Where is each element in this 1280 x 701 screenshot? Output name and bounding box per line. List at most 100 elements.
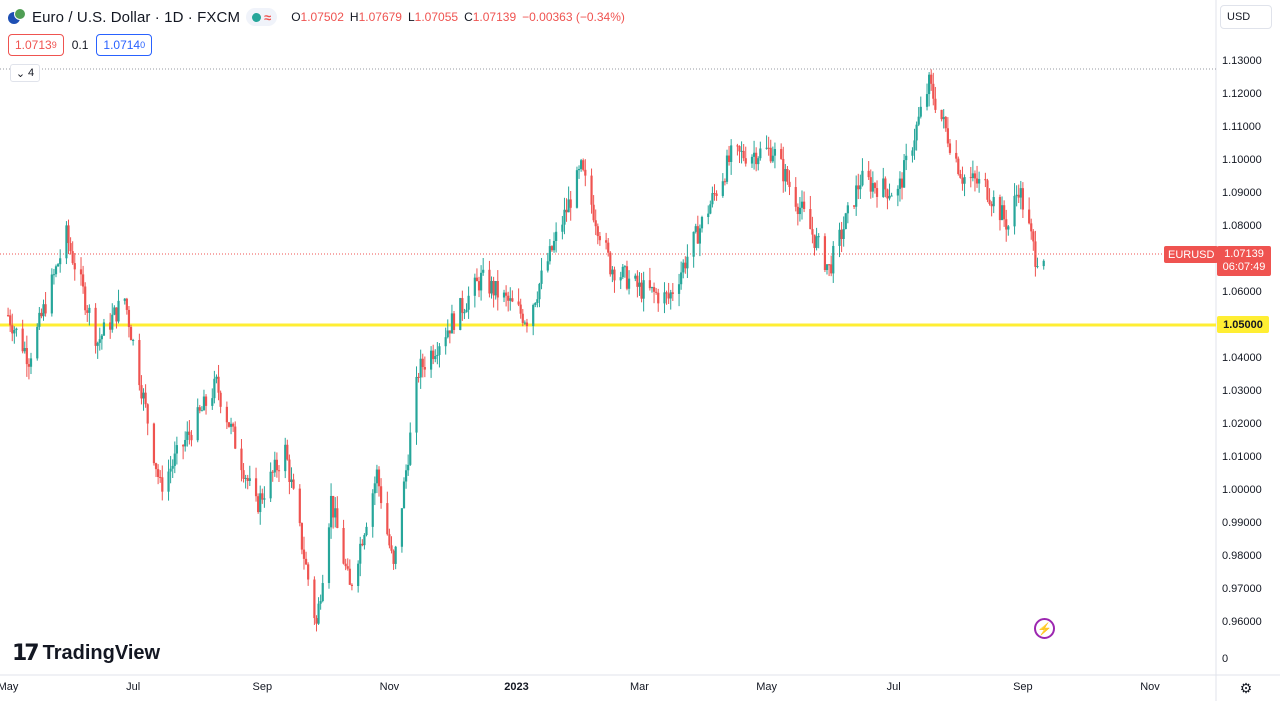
symbol-title[interactable]: Euro / U.S. Dollar · 1D · FXCM	[32, 8, 241, 26]
candle	[452, 310, 456, 334]
candle	[386, 491, 389, 536]
price-tick-label: 1.02000	[1222, 418, 1262, 430]
candle	[263, 486, 266, 508]
price-tick-label: 1.01000	[1222, 451, 1262, 463]
gear-icon[interactable]: ⚙	[1239, 679, 1253, 696]
chevron-down-icon: ⌄	[15, 67, 26, 80]
candle	[655, 287, 658, 295]
candle	[400, 508, 404, 553]
candle	[98, 327, 101, 351]
candle	[925, 83, 929, 111]
time-tick-label: Nov	[379, 681, 400, 693]
spread-value: 0.1	[71, 38, 89, 52]
candle	[884, 176, 887, 198]
currency-selector[interactable]: USD	[1220, 5, 1272, 29]
candle	[334, 497, 337, 528]
candle	[190, 430, 193, 447]
lightning-icon[interactable]: ⚡	[1034, 618, 1055, 639]
candle	[534, 302, 537, 308]
candle	[773, 142, 777, 169]
candle	[569, 191, 572, 221]
candle	[648, 267, 651, 291]
candle	[769, 139, 772, 164]
candle	[307, 562, 310, 586]
candle	[407, 454, 410, 476]
candle	[186, 421, 189, 447]
candle	[707, 205, 710, 225]
candle	[304, 551, 308, 566]
candle	[842, 216, 845, 247]
candle	[725, 149, 729, 185]
candle	[613, 266, 616, 293]
time-tick-label: Jul	[886, 681, 901, 693]
candle	[523, 320, 526, 325]
candle	[319, 594, 322, 610]
candle	[563, 197, 566, 235]
currency-flags-icon[interactable]	[8, 8, 26, 26]
time-tick-label: Sep	[1013, 681, 1033, 693]
time-tick-label: Sep	[252, 681, 273, 693]
candle	[1042, 259, 1045, 270]
candle	[313, 576, 316, 625]
candle	[723, 178, 727, 186]
candle	[546, 252, 549, 273]
candle	[6, 307, 10, 317]
candle	[905, 143, 908, 171]
candle	[50, 268, 53, 317]
sell-button[interactable]: 1.0713 9	[8, 34, 64, 56]
candle	[596, 223, 599, 245]
buy-button[interactable]: 1.0714 0	[96, 34, 153, 56]
candle	[215, 374, 218, 384]
candle	[742, 144, 745, 162]
candle	[998, 194, 1002, 231]
candle	[955, 140, 958, 163]
candle	[740, 141, 743, 164]
symbol-legend: Euro / U.S. Dollar · 1D · FXCM ≈ O1.0750…	[8, 6, 625, 28]
candle	[142, 388, 145, 411]
candle	[434, 349, 437, 363]
candle	[109, 313, 112, 339]
price-tick-label: 1.06000	[1222, 286, 1262, 298]
tradingview-logo[interactable]: 17 TradingView	[12, 641, 160, 666]
candle	[56, 262, 60, 267]
candle	[634, 273, 637, 282]
candle	[886, 188, 889, 210]
candle	[71, 241, 74, 265]
candle	[138, 333, 141, 391]
candle	[448, 330, 451, 344]
candle	[736, 143, 739, 156]
candle	[1007, 224, 1010, 236]
indicators-toggle-button[interactable]: ⌄ 4	[10, 64, 40, 82]
candle	[298, 484, 301, 527]
candle	[286, 439, 289, 461]
candle	[752, 140, 756, 170]
candle	[869, 169, 872, 199]
candle	[446, 319, 449, 339]
candle	[684, 256, 687, 274]
candle	[888, 183, 891, 201]
candle	[492, 276, 495, 308]
open-value: 1.07502	[300, 10, 344, 24]
candle	[329, 483, 333, 539]
candle	[511, 290, 514, 303]
candle	[409, 422, 412, 466]
candle	[861, 158, 864, 187]
candle	[277, 465, 281, 483]
candle	[1005, 209, 1008, 242]
close-value: 1.07139	[472, 10, 517, 24]
candle	[680, 261, 683, 290]
candle	[727, 145, 731, 166]
candle	[96, 341, 99, 359]
candle	[204, 394, 208, 415]
candle	[517, 288, 520, 307]
candle	[225, 401, 228, 430]
level-price-tag: 1.05000	[1217, 316, 1269, 333]
market-status[interactable]: ≈	[246, 8, 278, 26]
candle	[42, 299, 45, 321]
candle	[113, 305, 116, 316]
candle	[146, 403, 149, 436]
candle	[959, 169, 962, 179]
candle	[211, 388, 214, 410]
price-tick-label: 1.10000	[1222, 154, 1262, 166]
